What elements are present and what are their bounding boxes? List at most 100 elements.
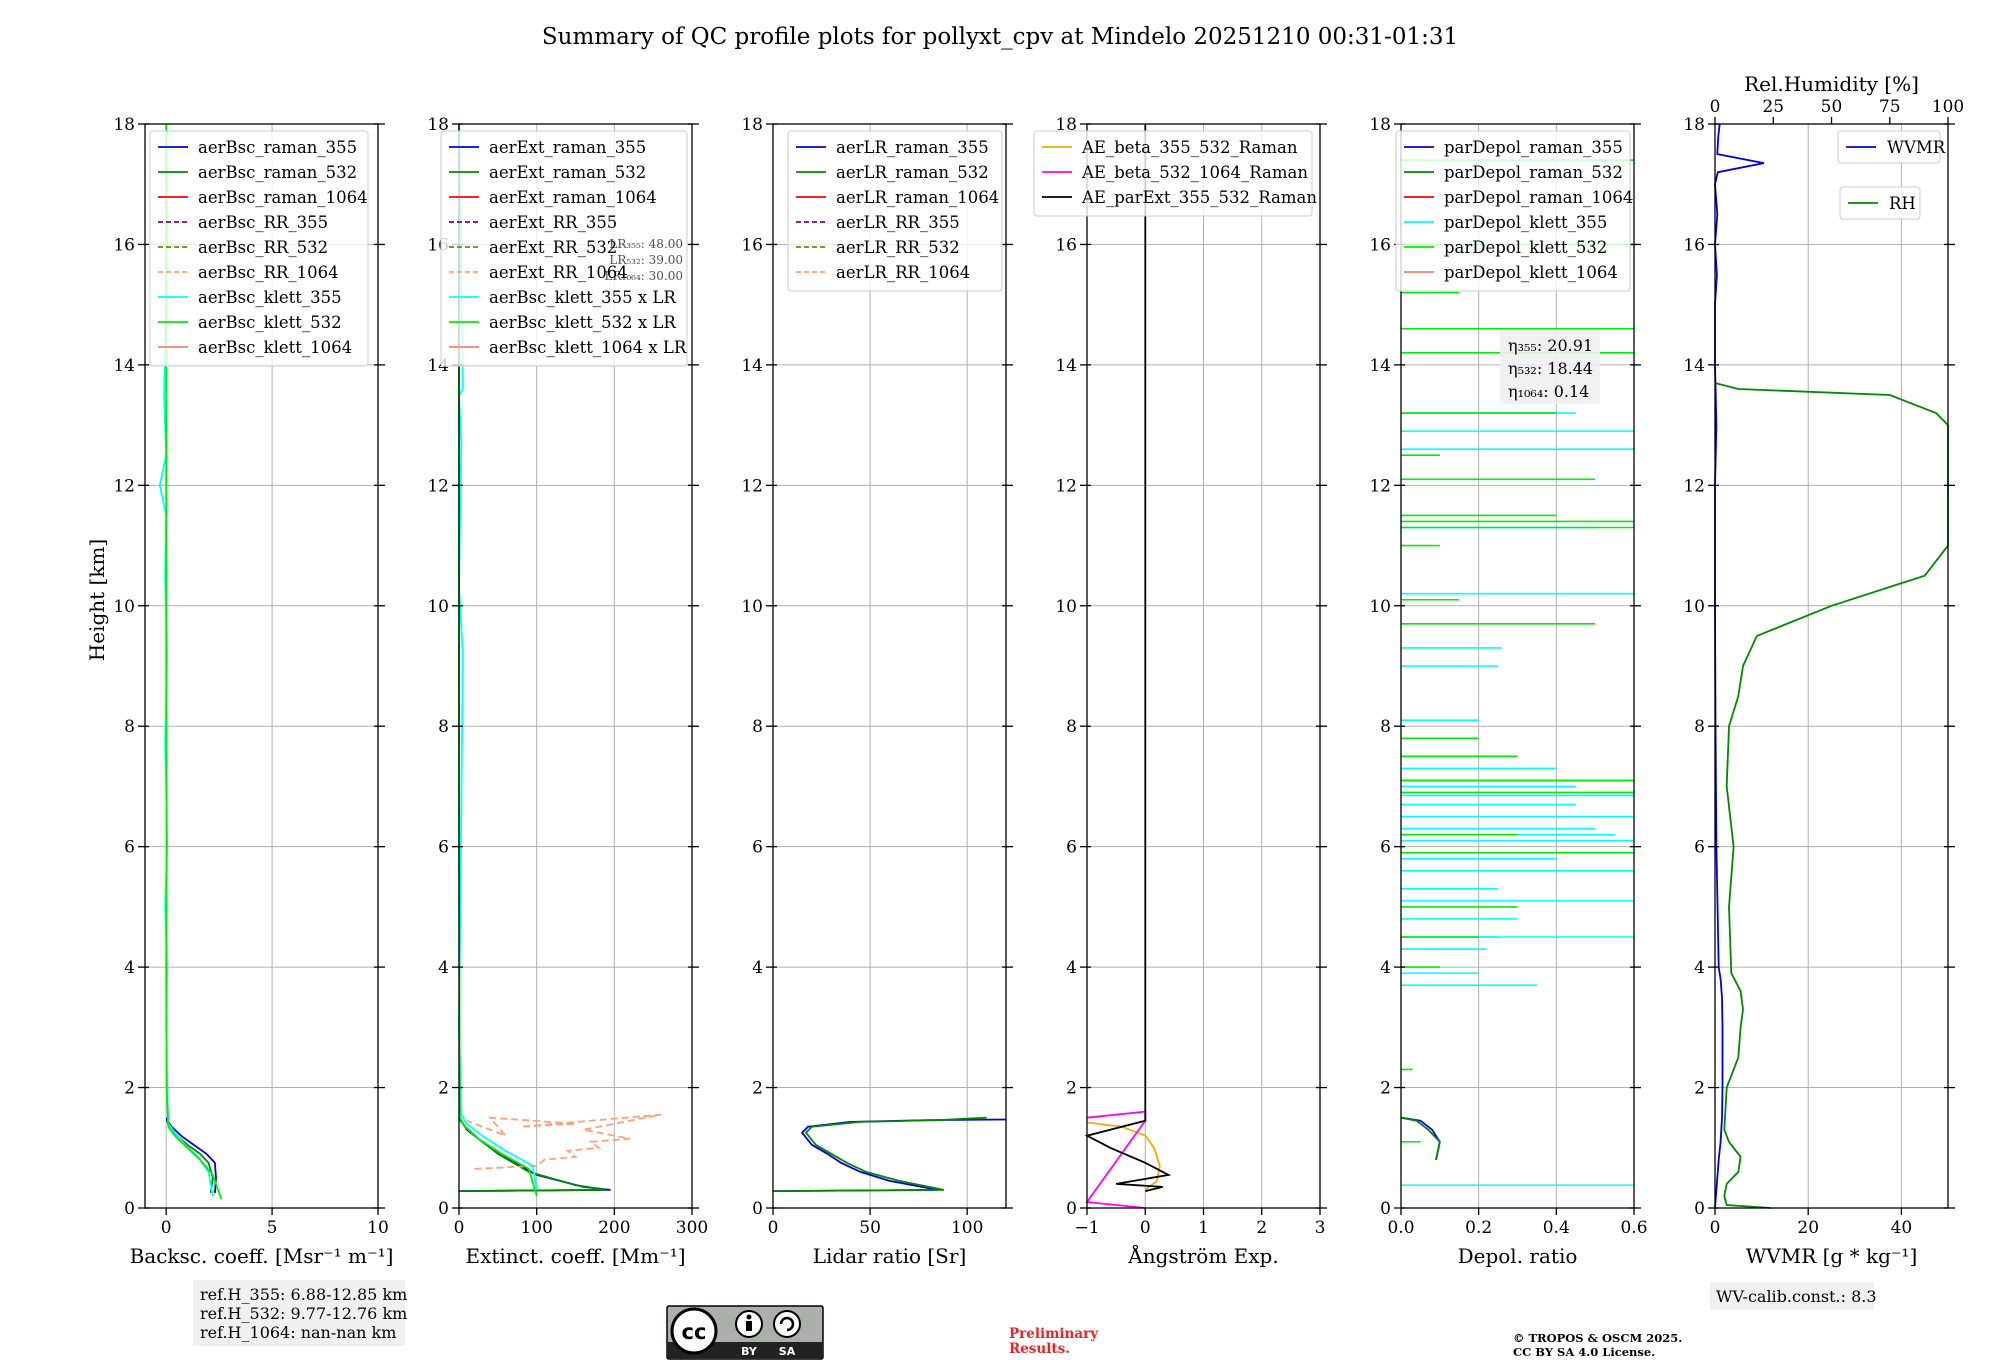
y-tick-label: 2 xyxy=(1694,1079,1705,1099)
refbox: ref.H_355: 6.88-12.85 km ref.H_532: 9.77… xyxy=(193,1280,407,1346)
x-axis-label: Backsc. coeff. [Msr⁻¹ m⁻¹] xyxy=(130,1244,394,1268)
x-axis-label: Ångström Exp. xyxy=(1127,1243,1278,1268)
x-tick-label: 0 xyxy=(454,1218,465,1238)
y-tick-label: 2 xyxy=(124,1079,135,1099)
y-tick-label: 12 xyxy=(1683,476,1705,496)
refbox-bg xyxy=(193,1280,405,1346)
x-tick-label: 0.0 xyxy=(1387,1218,1414,1238)
legend-box xyxy=(149,130,369,367)
refbox-line: ref.H_532: 9.77-12.76 km xyxy=(200,1304,407,1323)
y-tick-label: 6 xyxy=(1066,838,1077,858)
cc-icon-text: cc xyxy=(682,1320,707,1344)
preliminary-note: Preliminary Results. xyxy=(1009,1326,1099,1357)
sa-icon xyxy=(773,1310,801,1338)
panel-dep: 0 2 4 6 8 10 12 14 16 18 0.0 0.2 0.4 0.6 Depol. ratio p… xyxy=(1369,115,1647,1268)
legend-label: aerExt_raman_355 xyxy=(489,138,646,157)
legend-label: aerLR_RR_532 xyxy=(836,238,960,257)
refbox-line: ref.H_1064: nan-nan km xyxy=(200,1323,396,1342)
y-tick-label: 4 xyxy=(438,958,449,978)
by-icon-head xyxy=(746,1314,752,1320)
series-line xyxy=(1714,382,1949,1209)
x-tick-label: 0.4 xyxy=(1543,1218,1570,1238)
legend: parDepol_raman_355 parDepol_raman_532 parD… xyxy=(1395,130,1633,292)
x-tick-label: 10 xyxy=(367,1218,389,1238)
y-tick-label: 8 xyxy=(752,717,763,737)
depol-calib-annotation: η₃₅₅: 20.91 η₅₃₂: 18.44 η₁₀₆₄: 0.14 xyxy=(1500,330,1600,404)
y-tick-label: 4 xyxy=(752,958,763,978)
y-tick-label: 18 xyxy=(1683,115,1705,135)
legend: WVMR xyxy=(1837,130,1946,164)
y-tick-label: 0 xyxy=(752,1199,763,1219)
y-tick-label: 10 xyxy=(741,597,763,617)
y-tick-label: 0 xyxy=(1380,1199,1391,1219)
wv-calib-annotation: WV-calib.const.: 8.3 xyxy=(1710,1282,1877,1310)
depol-annotation-line: η₃₅₅: 20.91 xyxy=(1508,336,1593,355)
y-tick-label: 10 xyxy=(113,597,135,617)
y-tick-label: 4 xyxy=(1694,958,1705,978)
y-tick-label: 8 xyxy=(1380,717,1391,737)
legend-label: aerBsc_raman_1064 xyxy=(198,188,368,207)
x-tick-label: −1 xyxy=(1074,1218,1099,1238)
y-tick-label: 12 xyxy=(427,476,449,496)
y-tick-label: 6 xyxy=(438,838,449,858)
copyright-line: CC BY SA 4.0 License. xyxy=(1513,1345,1655,1359)
axes-frame xyxy=(1714,123,1949,1209)
y-tick-label: 10 xyxy=(1369,597,1391,617)
legend-label: AE_beta_532_1064_Raman xyxy=(1081,163,1308,182)
sa-icon-arc xyxy=(779,1316,795,1332)
y-tick-label: 14 xyxy=(1055,356,1077,376)
legend-label: parDepol_raman_532 xyxy=(1444,163,1623,182)
legend: RH xyxy=(1839,186,1921,220)
y-tick-label: 14 xyxy=(113,356,135,376)
legend-label: aerLR_RR_1064 xyxy=(836,263,970,282)
legend-label: aerBsc_RR_355 xyxy=(198,213,328,232)
x-tick-label: 40 xyxy=(1891,1218,1913,1238)
y-tick-label: 2 xyxy=(752,1079,763,1099)
legend-label: aerBsc_klett_1064 xyxy=(198,338,352,357)
wv-annotation-bg xyxy=(1710,1282,1874,1310)
y-tick-label: 18 xyxy=(741,115,763,135)
preliminary-line: Results. xyxy=(1009,1341,1070,1357)
legend-label: aerBsc_klett_1064 x LR xyxy=(489,338,687,357)
x-tick-label: 0.6 xyxy=(1620,1218,1647,1238)
y-tick-label: 18 xyxy=(1055,115,1077,135)
legend-label: aerExt_raman_532 xyxy=(489,163,646,182)
legend-label: parDepol_raman_355 xyxy=(1444,138,1623,157)
legend-label: aerBsc_raman_355 xyxy=(198,138,357,157)
legend-label: AE_parExt_355_532_Raman xyxy=(1081,188,1317,207)
x-tick-label: 0 xyxy=(768,1218,779,1238)
legend-label: aerLR_raman_355 xyxy=(836,138,989,157)
y-tick-label: 18 xyxy=(113,115,135,135)
figure-title: Summary of QC profile plots for pollyxt_… xyxy=(542,24,1458,50)
x-tick-label: 50 xyxy=(859,1218,881,1238)
x-tick-label: 0 xyxy=(1140,1218,1151,1238)
legend: aerLR_raman_355 aerLR_raman_532 aerLR_rama… xyxy=(787,130,1003,292)
y-tick-label: 12 xyxy=(1369,476,1391,496)
legend-label: aerExt_RR_532 xyxy=(489,238,617,257)
y-tick-label: 8 xyxy=(438,717,449,737)
x-tick-label: 3 xyxy=(1315,1218,1326,1238)
y-tick-label: 12 xyxy=(1055,476,1077,496)
x-tick-label: 0 xyxy=(161,1218,172,1238)
y-tick-label: 4 xyxy=(1380,958,1391,978)
y-tick-label: 8 xyxy=(1066,717,1077,737)
series-line xyxy=(1084,124,1172,1192)
legend-label: parDepol_klett_532 xyxy=(1444,238,1607,257)
y-tick-label: 2 xyxy=(1066,1079,1077,1099)
y-tick-label: 8 xyxy=(1694,717,1705,737)
badge-by-label: BY xyxy=(741,1345,758,1358)
legend-label: parDepol_klett_355 xyxy=(1444,213,1607,232)
legend: aerExt_raman_355 aerExt_raman_532 aerExt_r… xyxy=(440,130,688,367)
y-tick-label: 12 xyxy=(741,476,763,496)
y-tick-label: 16 xyxy=(1683,235,1705,255)
y-tick-label: 8 xyxy=(124,717,135,737)
refbox-line: ref.H_355: 6.88-12.85 km xyxy=(200,1285,407,1304)
y-tick-label: 6 xyxy=(1694,838,1705,858)
axes-frame xyxy=(144,123,379,1209)
y-tick-label: 16 xyxy=(741,235,763,255)
legend-label: aerBsc_RR_532 xyxy=(198,238,328,257)
legend-label: aerLR_raman_1064 xyxy=(836,188,999,207)
badge-sa-label: SA xyxy=(779,1345,796,1358)
